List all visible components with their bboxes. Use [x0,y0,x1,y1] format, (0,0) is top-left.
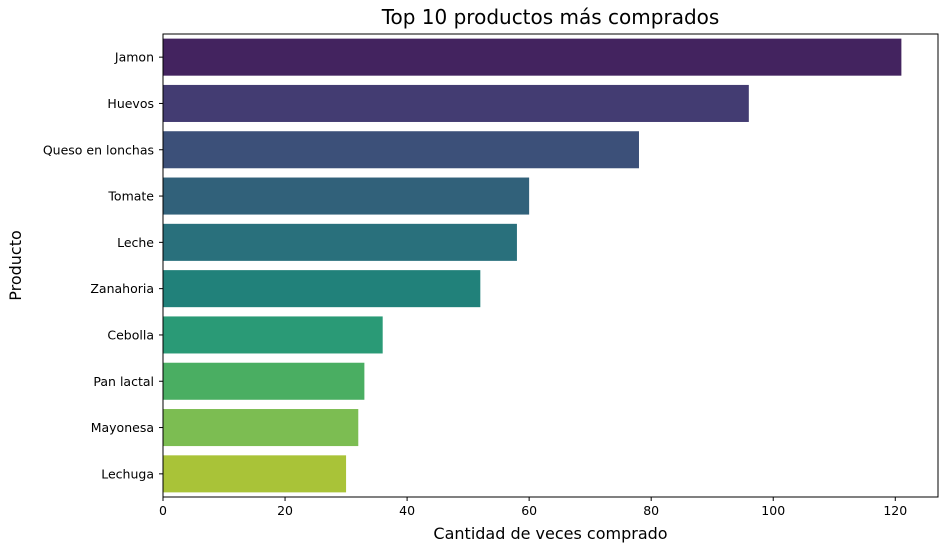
bar [163,131,639,169]
y-tick-label: Huevos [107,96,154,111]
bar [163,362,365,400]
bar [163,223,517,261]
bar [163,270,481,308]
y-tick-label: Pan lactal [93,374,154,389]
y-axis-label: Producto [6,230,25,301]
y-ticks: Jamon Huevos Queso en lonchas Tomate Leche Za… [43,50,163,481]
y-tick-label: Lechuga [101,466,154,481]
x-tick-label: 60 [521,503,537,518]
bar [163,84,749,122]
y-tick-label: Tomate [107,189,154,204]
x-ticks: 0 20 40 60 80 100 120 [159,497,907,518]
y-tick-label: Cebolla [107,327,154,342]
x-tick-label: 20 [277,503,293,518]
plot-frame [162,33,939,498]
chart-title: Top 10 productos más comprados [381,5,720,29]
x-tick-label: 0 [159,503,167,518]
x-tick-label: 40 [399,503,415,518]
x-tick-label: 100 [761,503,785,518]
bar [163,409,359,447]
y-tick-label: Zanahoria [90,281,154,296]
bar [163,316,383,354]
x-tick-label: 80 [643,503,659,518]
bar [163,455,347,493]
bar [163,38,902,76]
y-tick-label: Mayonesa [91,420,154,435]
y-tick-label: Queso en lonchas [43,142,154,157]
x-axis-label: Cantidad de veces comprado [433,524,667,543]
x-tick-label: 120 [883,503,907,518]
bars-layer [163,38,902,493]
bar [163,177,530,215]
y-tick-label: Leche [117,235,154,250]
y-tick-label: Jamon [114,50,154,65]
